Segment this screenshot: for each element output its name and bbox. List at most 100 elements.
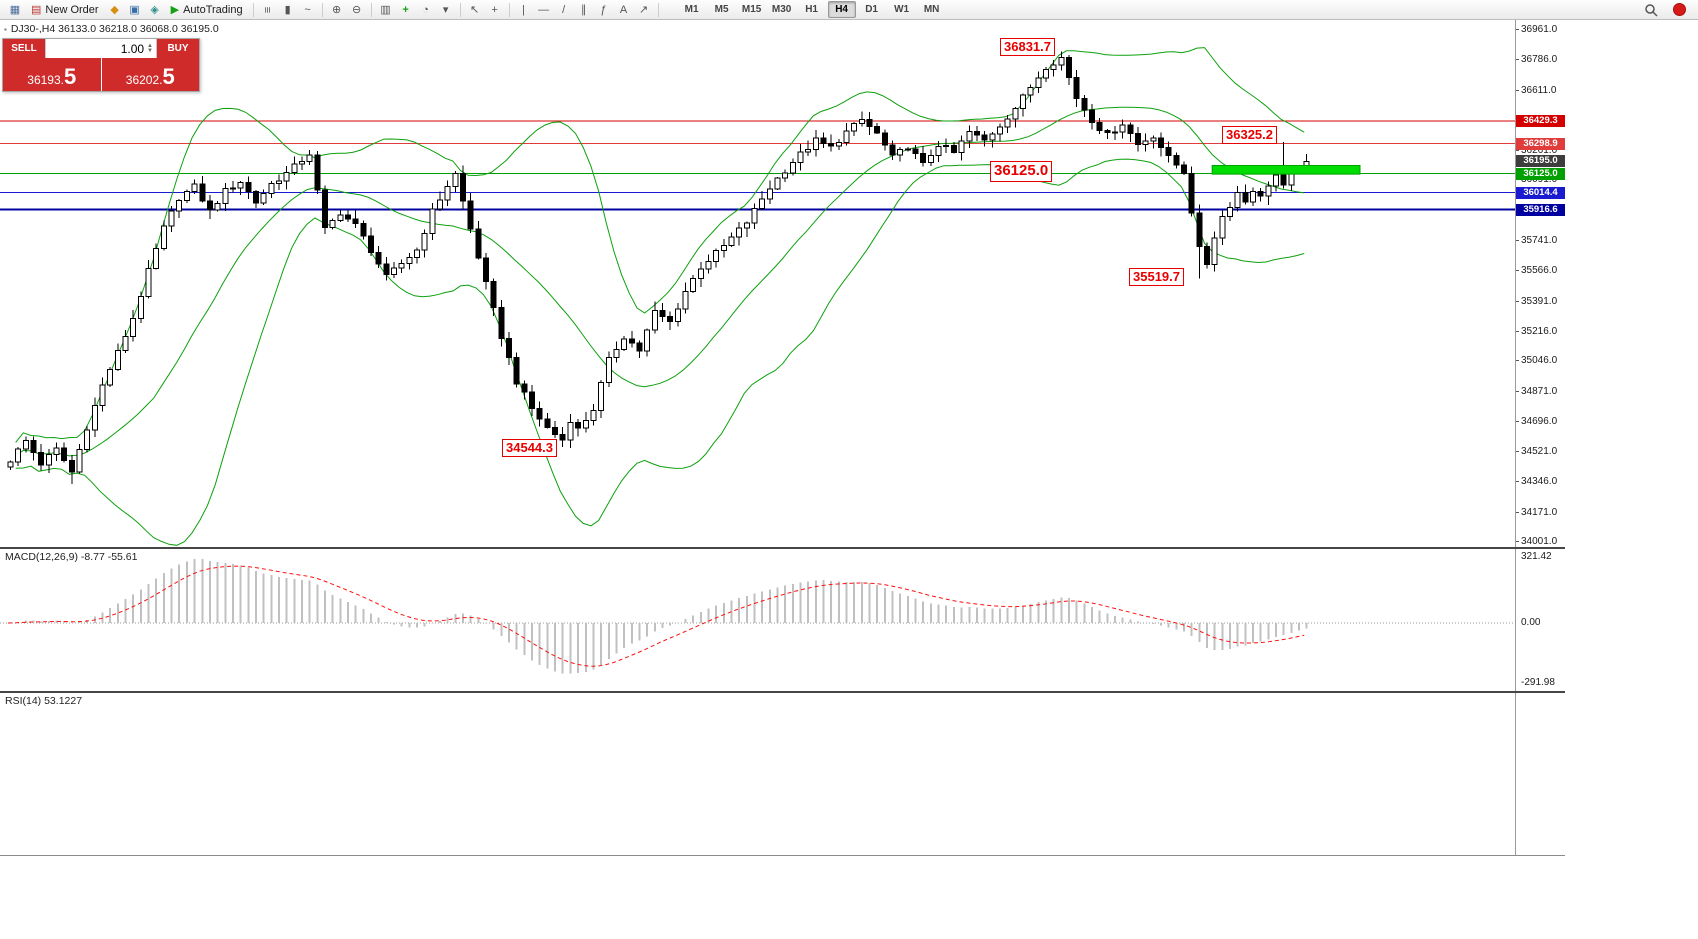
volume-spinner[interactable]: ▲ ▼: [147, 42, 153, 54]
line-chart-icon[interactable]: ~: [299, 2, 317, 18]
volume-up-icon[interactable]: ▲: [147, 42, 153, 49]
chart-symbol-ohlc: ▪ DJ30-,H4 36133.0 36218.0 36068.0 36195…: [4, 23, 219, 35]
bollinger-lower-band: [15, 158, 1305, 546]
price-axis-label: 34001.0: [1521, 536, 1558, 547]
macd-axis-label: -291.98: [1521, 677, 1555, 688]
trendline-icon[interactable]: /: [555, 2, 573, 18]
vertical-line-icon[interactable]: |: [515, 2, 533, 18]
level-price-tag: 36014.4: [1516, 186, 1565, 199]
tile-windows-icon[interactable]: ▥: [377, 2, 395, 18]
price-axis-tick: [1516, 270, 1519, 272]
symbol-ohlc-text: DJ30-,H4 36133.0 36218.0 36068.0 36195.0: [10, 23, 219, 35]
price-axis-label: 34871.0: [1521, 385, 1558, 397]
panel-separator[interactable]: [0, 547, 1565, 549]
price-axis-label: 35046.0: [1521, 355, 1558, 367]
sell-button[interactable]: SELL: [3, 39, 45, 58]
data-window-icon: ▣: [129, 4, 140, 16]
price-axis-label: 36786.0: [1521, 54, 1558, 66]
templates-dropdown-icon[interactable]: ▾: [437, 2, 455, 18]
rsi-axis: [1515, 693, 1566, 855]
cursor-icon: ↖: [469, 4, 480, 16]
buy-price-main: 36202.: [125, 73, 163, 87]
fibonacci-icon[interactable]: ƒ: [595, 2, 613, 18]
price-axis-label: 35566.0: [1521, 265, 1558, 277]
macd-panel: MACD(12,26,9) -8.77 -55.61 321.42 0.00 -29…: [0, 549, 1565, 691]
cursor-icon[interactable]: ↖: [466, 2, 484, 18]
volume-down-icon[interactable]: ▼: [147, 47, 153, 54]
price-axis-label: 36961.0: [1521, 24, 1558, 35]
price-axis-tick: [1516, 451, 1519, 453]
periods-icon[interactable]: ◔: [417, 2, 435, 18]
text-icon[interactable]: A: [615, 2, 633, 18]
autotrading-button[interactable]: ▶ AutoTrading: [165, 1, 249, 19]
buy-price[interactable]: 36202. 5: [101, 58, 199, 91]
sell-price-main: 36193.: [27, 73, 64, 87]
zoom-out-icon: ⊖: [351, 4, 362, 16]
channel-icon[interactable]: ∥: [575, 2, 593, 18]
trendline-icon: /: [562, 3, 566, 16]
bar-chart-icon[interactable]: ≡: [259, 2, 277, 18]
price-axis-label: 34346.0: [1521, 476, 1558, 488]
price-axis-tick: [1516, 89, 1519, 91]
chart-window-icon[interactable]: ▦: [6, 2, 24, 18]
macd-histogram: [17, 559, 1308, 674]
rsi-panel: RSI(14) 53.1227: [0, 693, 1565, 855]
macd-label: MACD(12,26,9) -8.77 -55.61: [5, 551, 138, 563]
price-axis-tick: [1516, 330, 1519, 332]
price-axis-label: 35391.0: [1521, 295, 1558, 307]
timeframe-h1-button[interactable]: H1: [805, 4, 818, 15]
buy-button[interactable]: BUY: [157, 39, 199, 58]
notification-icon[interactable]: [1670, 2, 1688, 18]
periods-icon: ◔: [422, 3, 429, 16]
data-window-icon[interactable]: ▣: [126, 2, 144, 18]
chart-icon: ▪: [4, 24, 7, 34]
macd-axis-label: 321.42: [1521, 551, 1552, 562]
candlestick-chart-icon[interactable]: ▮: [279, 2, 297, 18]
timeframe-w1-button[interactable]: W1: [894, 4, 910, 15]
timeframe-h4-button[interactable]: H4: [827, 1, 856, 18]
price-axis-label: 35741.0: [1521, 235, 1558, 247]
price-axis-tick: [1516, 420, 1519, 422]
bollinger-middle-band: [15, 106, 1305, 457]
price-axis-tick: [1516, 179, 1519, 181]
time-axis-separator: [0, 855, 1565, 856]
macd-signal-line: [7, 565, 1305, 667]
level-price-tag: 36429.3: [1516, 114, 1565, 127]
timeframe-mn-button[interactable]: MN: [923, 4, 940, 15]
timeframe-m5-button[interactable]: M5: [714, 4, 729, 15]
price-axis: 36961.0 36786.0 36611.0 36261.0 36091.0 35741…: [1515, 20, 1566, 547]
panel-separator[interactable]: [0, 691, 1565, 693]
chart-window-icon: ▦: [9, 4, 21, 16]
volume-input[interactable]: 1.00 ▲ ▼: [45, 39, 157, 58]
arrow-tool-icon[interactable]: ↗: [635, 2, 653, 18]
strategy-tester-icon[interactable]: ◈: [146, 2, 164, 18]
search-icon[interactable]: [1642, 2, 1660, 18]
new-order-button[interactable]: ▤ New Order: [25, 1, 105, 19]
volume-value[interactable]: 1.00: [120, 41, 145, 56]
market-watch-icon[interactable]: ◆: [106, 2, 124, 18]
channel-icon: ∥: [580, 4, 587, 16]
fibonacci-icon: ƒ: [600, 3, 607, 16]
notification-dot-icon: [1672, 3, 1686, 16]
price-axis-tick: [1516, 511, 1519, 513]
macd-axis-label: 0.00: [1521, 617, 1541, 628]
toolbar-separator: [459, 2, 461, 17]
highlight-zone[interactable]: [1211, 164, 1361, 175]
crosshair-icon[interactable]: +: [486, 2, 504, 18]
one-click-trading-panel: SELL 1.00 ▲ ▼ BUY 36193. 5 36202. 5: [2, 38, 200, 92]
indicators-icon[interactable]: +: [397, 2, 415, 18]
crosshair-icon: +: [491, 3, 498, 16]
price-axis-label: 34696.0: [1521, 415, 1558, 427]
toolbar-right: [1641, 2, 1693, 18]
timeframe-m30-button[interactable]: M30: [771, 4, 792, 15]
zoom-out-icon[interactable]: ⊖: [348, 2, 366, 18]
timeframe-d1-button[interactable]: D1: [865, 4, 878, 15]
autotrading-button: ▶: [170, 4, 180, 16]
timeframe-m15-button[interactable]: M15: [741, 4, 762, 15]
tile-windows-icon: ▥: [380, 4, 391, 16]
zoom-in-icon[interactable]: ⊕: [328, 2, 346, 18]
level-price-tag: 35916.6: [1516, 203, 1565, 216]
sell-price[interactable]: 36193. 5: [3, 58, 101, 91]
timeframe-m1-button[interactable]: M1: [684, 4, 699, 15]
horizontal-line-icon[interactable]: —: [535, 2, 553, 18]
